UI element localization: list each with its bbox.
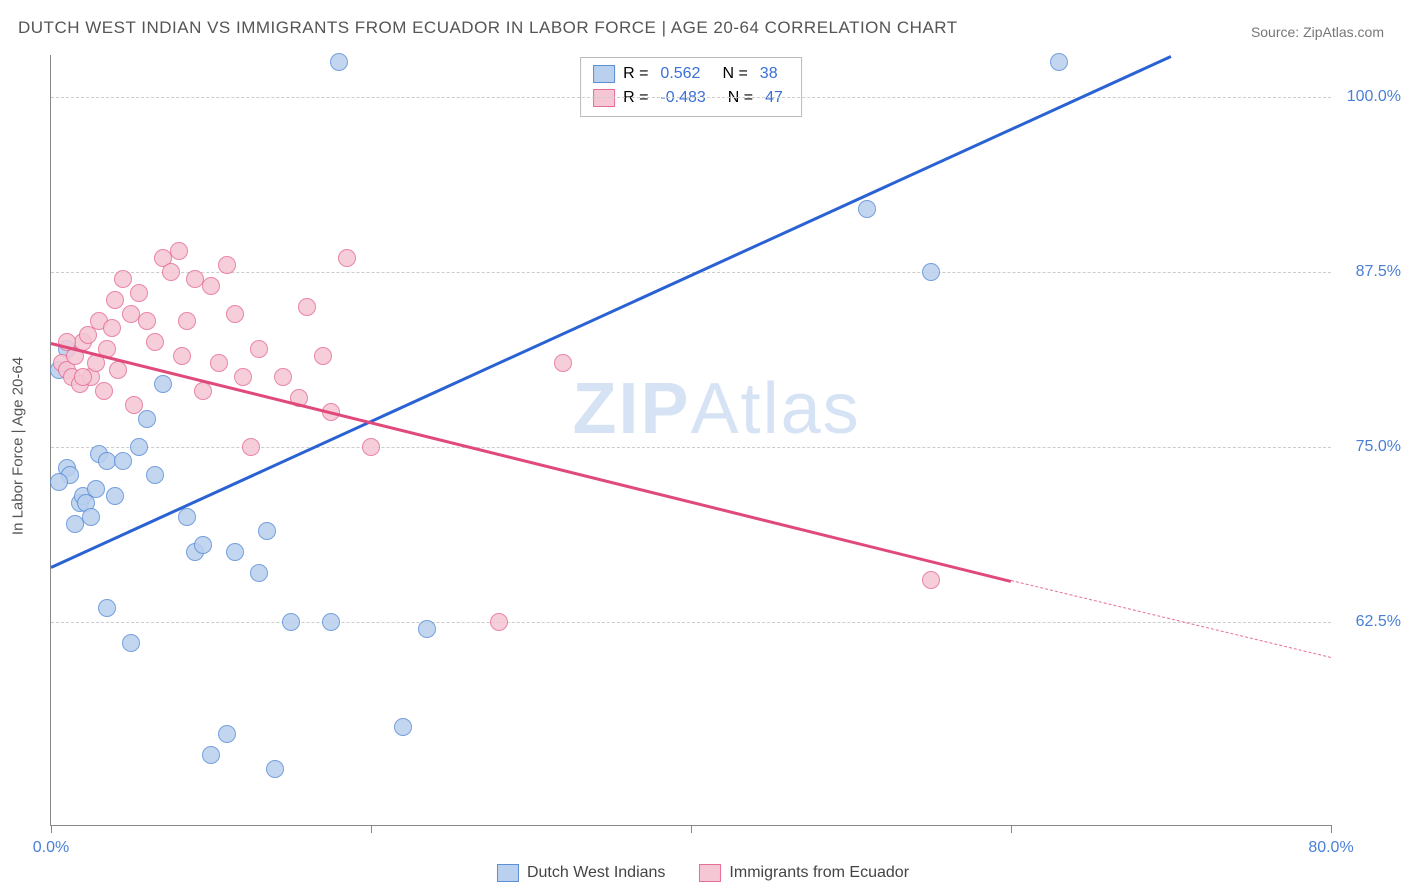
y-tick-label: 75.0% <box>1341 438 1401 456</box>
data-point <box>338 249 356 267</box>
data-point <box>210 354 228 372</box>
legend-swatch <box>593 89 615 107</box>
data-point <box>362 438 380 456</box>
legend-r-label: R = <box>623 62 648 86</box>
data-point <box>234 368 252 386</box>
legend-swatch <box>593 65 615 83</box>
source-label: Source: ZipAtlas.com <box>1251 24 1384 40</box>
x-tick-label: 80.0% <box>1308 839 1353 857</box>
data-point <box>146 466 164 484</box>
data-point <box>1050 53 1068 71</box>
data-point <box>130 284 148 302</box>
data-point <box>922 263 940 281</box>
legend-series-label: Immigrants from Ecuador <box>729 864 909 882</box>
data-point <box>178 508 196 526</box>
plot-area: ZIPAtlas R = 0.562 N = 38R =-0.483 N = 4… <box>50 55 1331 826</box>
legend-n-value: 38 <box>760 62 778 86</box>
legend-n-label: N = <box>728 86 753 110</box>
data-point <box>130 438 148 456</box>
data-point <box>114 452 132 470</box>
data-point <box>162 263 180 281</box>
gridline <box>51 97 1331 98</box>
legend-r-value: -0.483 <box>660 86 705 110</box>
data-point <box>242 438 260 456</box>
data-point <box>554 354 572 372</box>
data-point <box>146 333 164 351</box>
data-point <box>266 760 284 778</box>
legend-swatch <box>699 864 721 882</box>
watermark-rest: Atlas <box>691 369 861 449</box>
trend-line <box>1011 580 1331 658</box>
y-tick-label: 62.5% <box>1341 613 1401 631</box>
data-point <box>138 410 156 428</box>
series-legend: Dutch West Indians Immigrants from Ecuado… <box>497 864 909 882</box>
data-point <box>418 620 436 638</box>
data-point <box>125 396 143 414</box>
x-tick <box>1331 825 1332 833</box>
data-point <box>922 571 940 589</box>
legend-item: Immigrants from Ecuador <box>699 864 909 882</box>
legend-n-value: 47 <box>765 86 783 110</box>
data-point <box>170 242 188 260</box>
data-point <box>178 312 196 330</box>
gridline <box>51 622 1331 623</box>
trend-line <box>50 55 1171 569</box>
data-point <box>122 634 140 652</box>
data-point <box>87 480 105 498</box>
data-point <box>114 270 132 288</box>
legend-series-label: Dutch West Indians <box>527 864 665 882</box>
data-point <box>74 368 92 386</box>
data-point <box>95 382 113 400</box>
data-point <box>314 347 332 365</box>
data-point <box>226 543 244 561</box>
data-point <box>202 277 220 295</box>
legend-row: R = 0.562 N = 38 <box>593 62 789 86</box>
data-point <box>330 53 348 71</box>
data-point <box>154 375 172 393</box>
data-point <box>194 536 212 554</box>
data-point <box>298 298 316 316</box>
x-tick <box>51 825 52 833</box>
x-tick <box>371 825 372 833</box>
data-point <box>106 487 124 505</box>
data-point <box>98 599 116 617</box>
legend-item: Dutch West Indians <box>497 864 665 882</box>
y-tick-label: 87.5% <box>1341 263 1401 281</box>
x-tick <box>691 825 692 833</box>
data-point <box>202 746 220 764</box>
data-point <box>194 382 212 400</box>
data-point <box>173 347 191 365</box>
chart-title: DUTCH WEST INDIAN VS IMMIGRANTS FROM ECU… <box>18 18 958 38</box>
data-point <box>50 473 68 491</box>
data-point <box>282 613 300 631</box>
legend-row: R = -0.483 N = 47 <box>593 86 789 110</box>
data-point <box>490 613 508 631</box>
data-point <box>109 361 127 379</box>
data-point <box>103 319 121 337</box>
data-point <box>858 200 876 218</box>
data-point <box>250 564 268 582</box>
data-point <box>82 508 100 526</box>
legend-r-value: 0.562 <box>660 62 700 86</box>
data-point <box>322 613 340 631</box>
data-point <box>138 312 156 330</box>
y-axis-label: In Labor Force | Age 20-64 <box>10 357 27 535</box>
legend-r-label: R = <box>623 86 648 110</box>
legend-n-label: N = <box>722 62 747 86</box>
data-point <box>218 256 236 274</box>
data-point <box>218 725 236 743</box>
watermark-bold: ZIP <box>573 369 691 449</box>
data-point <box>258 522 276 540</box>
correlation-legend: R = 0.562 N = 38R =-0.483 N = 47 <box>580 57 802 117</box>
data-point <box>106 291 124 309</box>
data-point <box>394 718 412 736</box>
y-tick-label: 100.0% <box>1341 88 1401 106</box>
data-point <box>274 368 292 386</box>
x-tick <box>1011 825 1012 833</box>
data-point <box>250 340 268 358</box>
data-point <box>226 305 244 323</box>
legend-swatch <box>497 864 519 882</box>
watermark: ZIPAtlas <box>573 368 861 450</box>
x-tick-label: 0.0% <box>33 839 69 857</box>
